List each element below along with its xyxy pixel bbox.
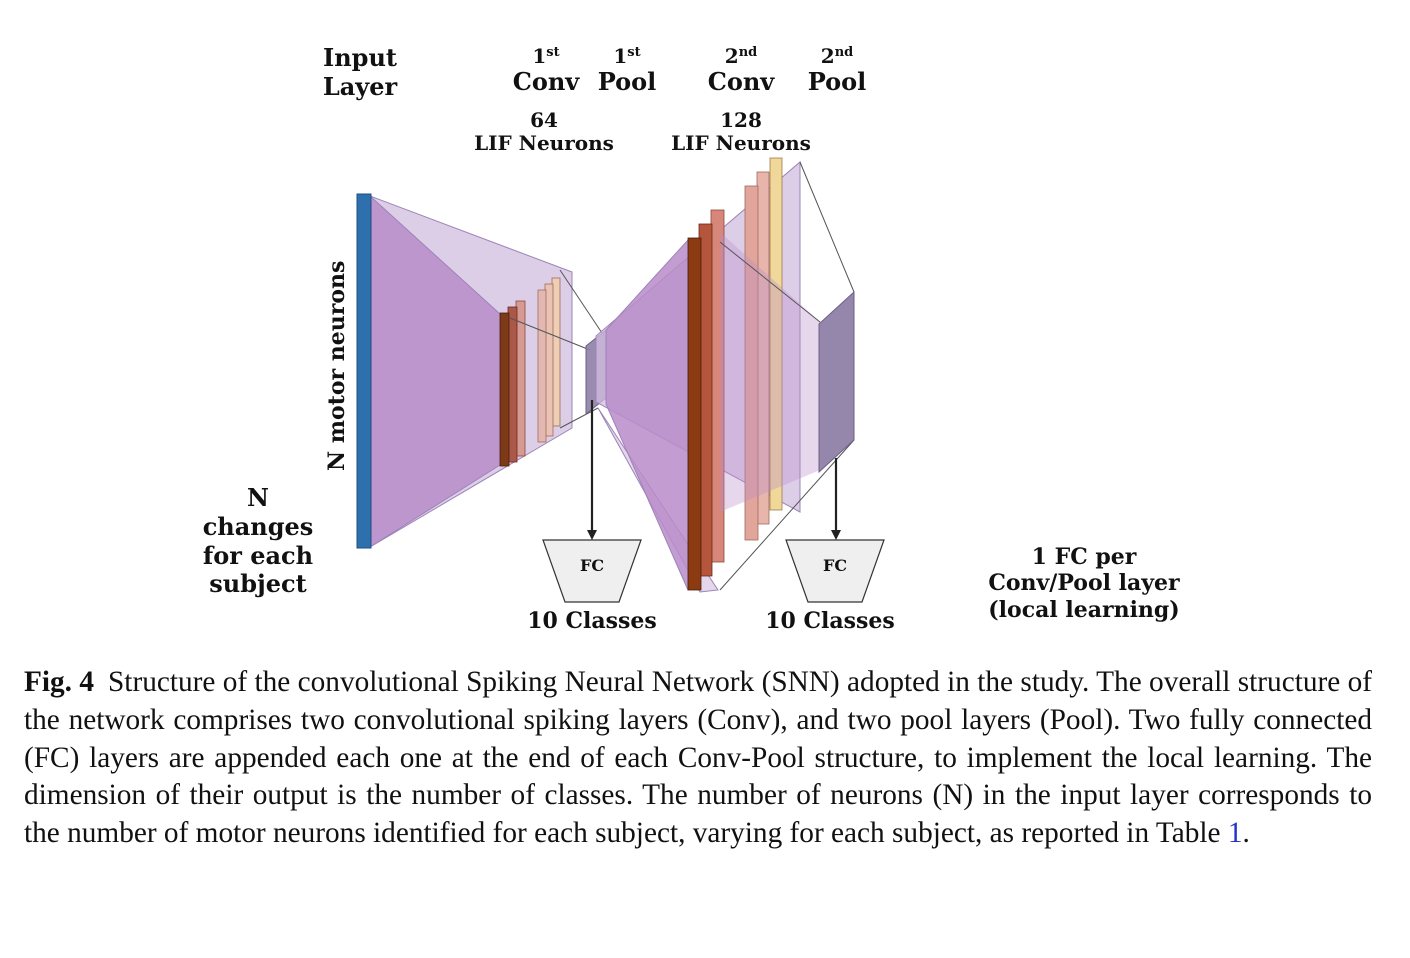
pool1-to-fc1-arrow [587, 400, 597, 540]
caption-text: Structure of the convolutional Spiking N… [24, 666, 1372, 850]
fc2-classes-label: 10 Classes [765, 608, 895, 634]
pool1-label: 1st Pool [597, 44, 657, 96]
conv2-filter [687, 237, 702, 591]
fc1-trapezoid [542, 539, 642, 603]
conv1-neurons-label: 64 LIF Neurons [474, 108, 614, 155]
conv2-to-pool2-lines [719, 161, 855, 591]
caption-text-end: . [1242, 817, 1250, 850]
fc2-trapezoid [785, 539, 885, 603]
figure-number: Fig. 4 [24, 666, 95, 698]
fc1-classes-label: 10 Classes [527, 608, 657, 634]
table-reference-link[interactable]: 1 [1227, 817, 1243, 850]
input-layer-bar [356, 193, 372, 549]
conv2-neurons-label: 128 LIF Neurons [671, 108, 811, 155]
conv2-filter [769, 157, 783, 511]
snn-architecture-diagram [356, 157, 885, 603]
conv1-filter [499, 312, 510, 467]
figure-caption: Fig. 4 Structure of the convolutional Spi… [24, 664, 1372, 853]
fc1-label: FC [579, 556, 605, 575]
motor-neurons-label: N motor neurons [324, 260, 350, 471]
conv2-label: 2nd Conv [707, 44, 775, 96]
input-layer-label: Input Layer [322, 43, 398, 101]
n-changes-label: N changes for each subject [202, 483, 314, 599]
fc2-label: FC [822, 556, 848, 575]
conv2-filter [744, 185, 759, 541]
conv2-filter-stack [687, 157, 783, 591]
pool2-to-fc2-arrow [831, 458, 841, 540]
fc-local-learning-note: 1 FC per Conv/Pool layer (local learning… [988, 544, 1180, 623]
conv1-filter-stack [499, 277, 561, 467]
pool2-label: 2nd Pool [807, 44, 867, 96]
conv1-filter [537, 289, 547, 443]
pool2-block [818, 290, 855, 474]
conv1-label: 1st Conv [512, 44, 580, 96]
